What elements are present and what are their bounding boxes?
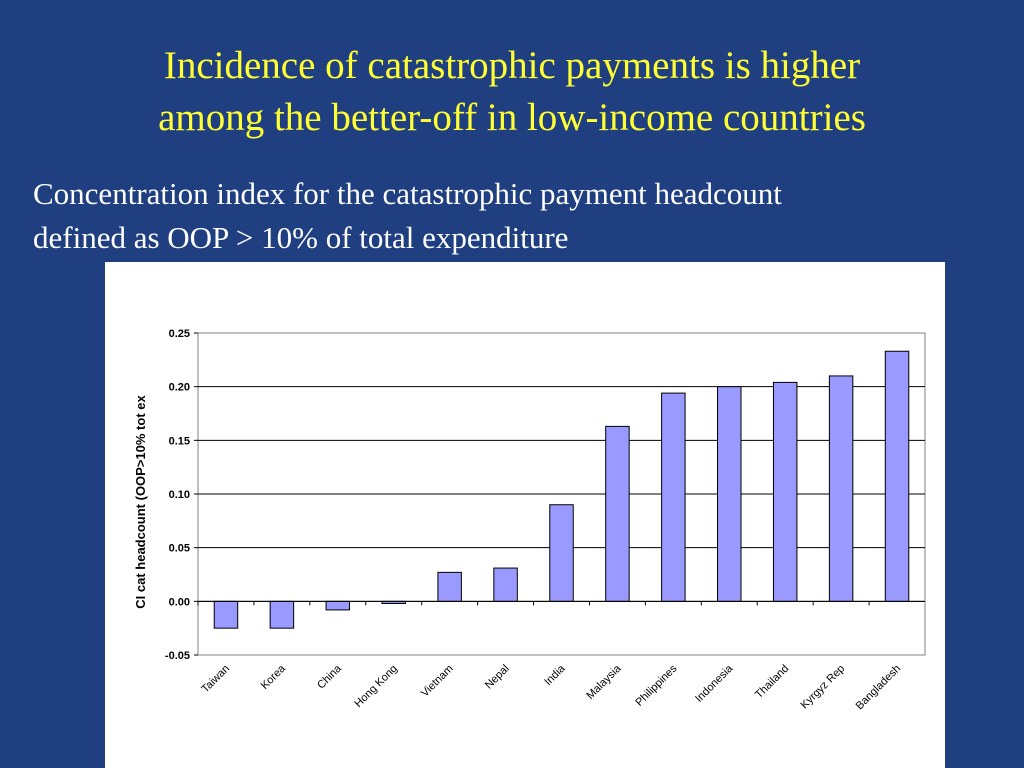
x-category-label: Taiwan [199, 663, 232, 696]
y-tick-label: 0.20 [169, 382, 190, 394]
bars [213, 350, 910, 629]
y-tick-label: 0.00 [169, 596, 190, 608]
slide-subtitle: Concentration index for the catastrophic… [33, 172, 1013, 260]
slide-title-line-1: Incidence of catastrophic payments is hi… [163, 44, 861, 87]
slide-title-line-2: among the better-off in low-income count… [158, 96, 866, 139]
x-category-label: Thailand [753, 663, 791, 701]
x-category-label: Hong Kong [352, 663, 399, 710]
x-category-label: Vietnam [419, 663, 456, 700]
x-category-label: Malaysia [584, 662, 624, 702]
x-category-label: Kyrgyz Rep [799, 663, 848, 712]
bar-thailand [772, 381, 798, 602]
x-category-label: Bangladesh [854, 663, 904, 713]
bar-taiwan [213, 600, 239, 629]
y-tick-label: 0.05 [169, 543, 190, 555]
bar-nepal [493, 567, 518, 602]
bar-indonesia [717, 386, 742, 602]
bar-bangladesh [884, 350, 910, 602]
x-category-label: Korea [259, 662, 289, 692]
x-axis-categories: Taiwan Korea China Hong Kong Vietnam Nepal Ind… [197, 601, 904, 713]
chart-panel: 0.25 0.20 0.15 0.10 0.05 0.00 -0.05 Taiwan Kore… [105, 262, 945, 768]
bar-chart: 0.25 0.20 0.15 0.10 0.05 0.00 -0.05 Taiwan Kore… [133, 328, 926, 713]
x-category-label: Philippines [633, 662, 679, 708]
y-tick-label: 0.15 [169, 435, 190, 447]
bar-malaysia [605, 425, 630, 602]
x-category-label: India [542, 662, 568, 688]
bar-china [325, 600, 351, 611]
bar-korea [269, 600, 295, 629]
slide-subtitle-line-1: Concentration index for the catastrophic… [33, 176, 782, 211]
bar-vietnam [437, 571, 462, 602]
bar-india [549, 504, 574, 602]
bar-kyrgyz-rep [828, 375, 854, 602]
y-axis-ticks: 0.25 0.20 0.15 0.10 0.05 0.00 -0.05 [165, 328, 198, 662]
y-tick-label: -0.05 [165, 650, 190, 662]
y-tick-label: 0.25 [169, 328, 190, 340]
slide-title: Incidence of catastrophic payments is hi… [0, 40, 1024, 144]
x-category-label: Indonesia [693, 662, 736, 705]
x-category-label: Nepal [483, 663, 512, 692]
slide-subtitle-line-2: defined as OOP > 10% of total expenditur… [33, 220, 569, 255]
y-tick-label: 0.10 [169, 489, 190, 501]
y-axis-label: CI cat headcount (OOP>10% tot ex [133, 394, 148, 608]
x-category-label: China [315, 662, 344, 691]
bar-philippines [661, 392, 686, 602]
